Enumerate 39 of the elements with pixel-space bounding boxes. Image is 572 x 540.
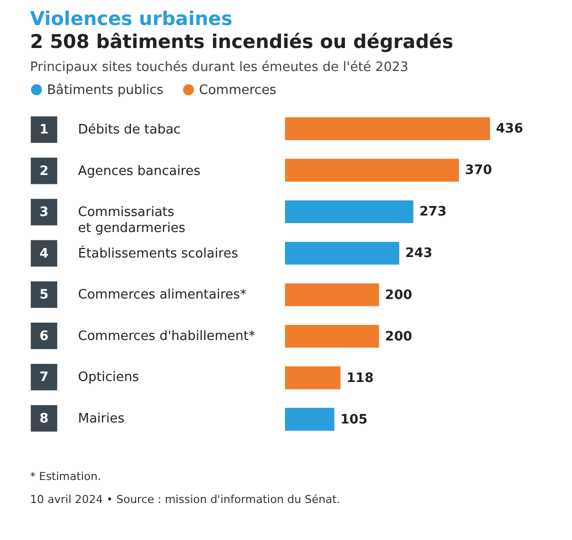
bar	[285, 324, 380, 348]
legend-label: Bâtiments publics	[47, 82, 164, 98]
text: 4	[39, 246, 49, 262]
y-tick-label: Commerces d'habillement*	[78, 328, 256, 344]
text: Principaux sites touchés durant les émeutes de l'été 2023	[30, 60, 410, 75]
chart-subtitle: 2 508 bâtiments incendiés ou dégradés	[30, 31, 454, 53]
data-label: 105	[340, 412, 368, 428]
bar	[285, 117, 490, 140]
text: 6	[39, 328, 49, 344]
y-tick-label: Opticiens	[78, 370, 140, 386]
text: 1	[39, 122, 49, 138]
bar	[285, 200, 414, 224]
bar	[285, 408, 334, 431]
text: 3	[39, 205, 49, 220]
text: * Estimation.	[30, 470, 102, 483]
y-tick-label: Agences bancaires	[78, 164, 201, 179]
data-label: 273	[419, 204, 446, 220]
data-label: 436	[496, 122, 524, 137]
data-label: 200	[385, 329, 412, 344]
y-tick-label: Commissariats et gendarmeries	[78, 205, 186, 236]
bar	[285, 242, 400, 265]
bar	[285, 158, 459, 182]
data-label: 243	[405, 246, 432, 262]
data-label: 370	[464, 163, 492, 178]
text: 7	[39, 370, 49, 386]
y-tick-label: Commerces alimentaires*	[78, 288, 248, 303]
legend-label: Commerces	[199, 82, 277, 98]
text: 5	[39, 288, 49, 303]
data-label: 118	[346, 370, 374, 386]
text: Violences urbaines	[30, 8, 234, 30]
y-tick-label: Mairies	[78, 411, 125, 426]
bar	[285, 283, 380, 306]
text: 8	[39, 411, 49, 426]
y-tick-label: Établissements scolaires	[78, 244, 238, 262]
text: 10 avril 2024 • Source : mission d'information du Sénat.	[30, 493, 342, 506]
bar	[285, 366, 340, 390]
data-label: 200	[385, 288, 412, 303]
text: 2	[39, 164, 49, 179]
y-tick-label: Débits de tabac	[78, 122, 181, 138]
